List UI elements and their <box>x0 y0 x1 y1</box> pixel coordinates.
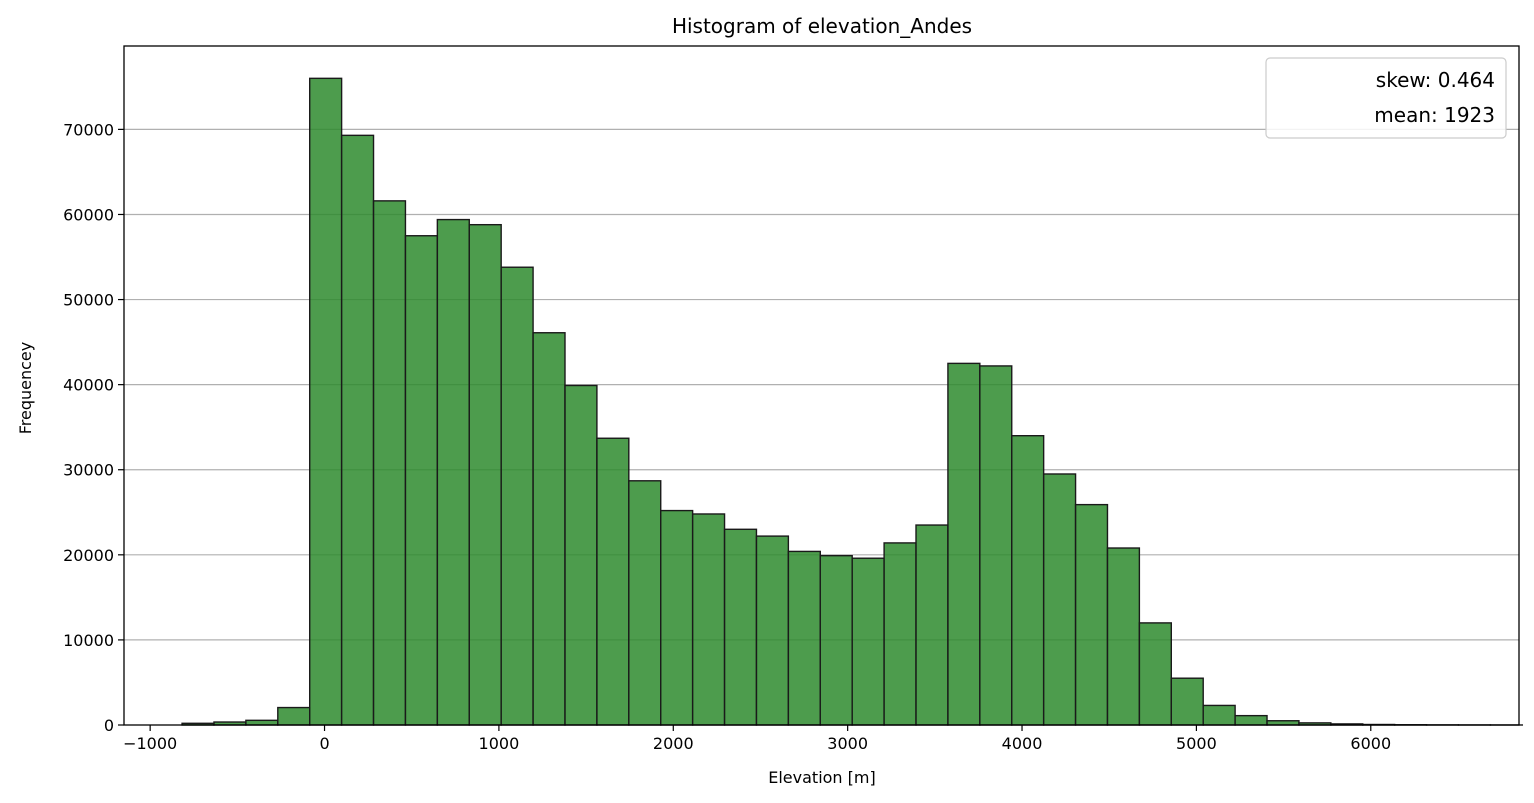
histogram-bar <box>979 365 1013 726</box>
y-tick-label: 70000 <box>63 120 114 139</box>
histogram-bar <box>436 218 470 726</box>
y-axis-label: Frequencey <box>16 342 35 435</box>
x-tick-label: 3000 <box>827 734 868 753</box>
histogram-bar <box>245 719 279 726</box>
histogram-bar <box>1138 622 1172 726</box>
histogram-bar <box>1042 473 1077 726</box>
histogram-bar <box>309 77 343 726</box>
y-tick-label: 0 <box>104 716 114 735</box>
histogram-bar <box>851 557 885 726</box>
histogram-bar <box>532 332 566 726</box>
y-axis-ticks: 0 10000 20000 30000 40000 50000 60000 70000 <box>63 120 124 735</box>
histogram-bar <box>915 524 949 726</box>
y-tick-label: 10000 <box>63 631 114 650</box>
x-tick-label: 1000 <box>479 734 520 753</box>
y-tick-label: 30000 <box>63 461 114 480</box>
histogram-bar <box>819 554 853 726</box>
legend-entry-mean: mean: 1923 <box>1374 103 1495 127</box>
histogram-bar <box>660 509 694 726</box>
y-tick-label: 20000 <box>63 546 114 565</box>
histogram-bars <box>181 77 1524 726</box>
y-tick-label: 40000 <box>63 376 114 395</box>
histogram-bar <box>564 384 598 726</box>
histogram-bar <box>755 535 790 726</box>
x-tick-label: 2000 <box>653 734 694 753</box>
x-tick-label: 0 <box>319 734 329 753</box>
histogram-bar <box>883 542 917 726</box>
histogram-bar <box>1074 503 1109 726</box>
legend-entry-skew: skew: 0.464 <box>1376 68 1495 92</box>
histogram-bar <box>372 200 407 726</box>
histogram-bar <box>947 362 981 726</box>
legend: skew: 0.464 mean: 1923 <box>1265 57 1507 139</box>
y-tick-label: 50000 <box>63 291 114 310</box>
histogram-bar <box>1106 547 1141 726</box>
plot-frame <box>123 45 1520 726</box>
x-tick-label: 5000 <box>1176 734 1217 753</box>
histogram-bar <box>1170 677 1204 726</box>
histogram-bar <box>404 235 439 726</box>
x-tick-label: 4000 <box>1002 734 1043 753</box>
legend-box <box>1265 57 1507 139</box>
x-axis-label: Elevation [m] <box>768 768 875 787</box>
y-tick-label: 60000 <box>63 205 114 224</box>
histogram-bar <box>628 480 662 726</box>
histogram-bar <box>1234 714 1268 726</box>
histogram-bar <box>1202 704 1236 726</box>
x-tick-label: −1000 <box>123 734 177 753</box>
histogram-bar <box>691 513 726 726</box>
histogram-bar <box>277 706 311 726</box>
histogram-bar <box>468 223 502 726</box>
histogram-bar <box>340 134 375 726</box>
histogram-bar <box>500 266 534 726</box>
histogram-bar <box>787 550 821 726</box>
histogram-bar <box>596 437 630 726</box>
chart-title: Histogram of elevation_Andes <box>672 14 972 38</box>
x-axis-ticks: −1000 0 1000 2000 3000 4000 5000 6000 <box>123 725 1391 753</box>
histogram-bar <box>1011 435 1045 726</box>
x-tick-label: 6000 <box>1350 734 1391 753</box>
histogram-bar <box>723 528 758 726</box>
